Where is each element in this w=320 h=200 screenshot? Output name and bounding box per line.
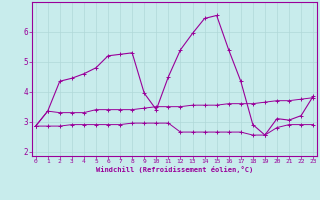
X-axis label: Windchill (Refroidissement éolien,°C): Windchill (Refroidissement éolien,°C) bbox=[96, 166, 253, 173]
